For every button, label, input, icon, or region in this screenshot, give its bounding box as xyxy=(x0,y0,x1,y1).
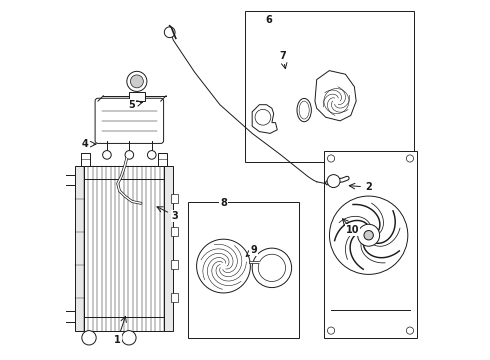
Bar xyxy=(324,151,417,338)
Circle shape xyxy=(122,330,136,345)
FancyBboxPatch shape xyxy=(95,98,164,143)
Text: 1: 1 xyxy=(114,334,121,345)
Bar xyxy=(172,227,178,236)
Circle shape xyxy=(406,155,414,162)
Circle shape xyxy=(327,327,335,334)
Circle shape xyxy=(364,230,373,240)
Text: 5: 5 xyxy=(129,100,135,110)
Circle shape xyxy=(406,327,414,334)
Circle shape xyxy=(327,175,340,188)
Ellipse shape xyxy=(299,101,309,119)
Circle shape xyxy=(324,89,349,114)
Text: 4: 4 xyxy=(82,139,89,149)
Circle shape xyxy=(130,75,144,88)
Text: 9: 9 xyxy=(250,245,257,255)
Ellipse shape xyxy=(297,98,311,122)
Bar xyxy=(164,166,173,330)
Bar xyxy=(172,260,178,269)
Bar xyxy=(64,311,74,321)
Bar xyxy=(81,153,90,166)
Text: 7: 7 xyxy=(279,51,286,61)
Bar xyxy=(74,166,84,330)
Circle shape xyxy=(164,27,175,38)
Bar xyxy=(129,92,145,101)
Circle shape xyxy=(252,248,292,288)
Text: 2: 2 xyxy=(366,182,372,192)
Text: 3: 3 xyxy=(172,211,178,221)
Bar xyxy=(245,12,414,162)
Bar xyxy=(172,293,178,302)
Text: 6: 6 xyxy=(265,15,271,26)
Circle shape xyxy=(147,150,156,159)
Circle shape xyxy=(255,109,271,125)
Circle shape xyxy=(327,155,335,162)
Circle shape xyxy=(329,94,343,108)
Polygon shape xyxy=(315,71,356,121)
Circle shape xyxy=(102,150,111,159)
Polygon shape xyxy=(252,105,277,134)
Text: 8: 8 xyxy=(220,198,227,208)
Circle shape xyxy=(358,224,380,246)
Circle shape xyxy=(258,254,286,282)
Circle shape xyxy=(329,196,408,274)
Bar xyxy=(84,166,164,330)
Bar xyxy=(64,175,74,185)
Circle shape xyxy=(127,71,147,91)
Bar xyxy=(172,194,178,203)
Polygon shape xyxy=(196,239,250,293)
Circle shape xyxy=(82,330,96,345)
Circle shape xyxy=(125,150,134,159)
Bar xyxy=(158,153,167,166)
Text: 10: 10 xyxy=(346,225,359,235)
Bar xyxy=(188,202,299,338)
